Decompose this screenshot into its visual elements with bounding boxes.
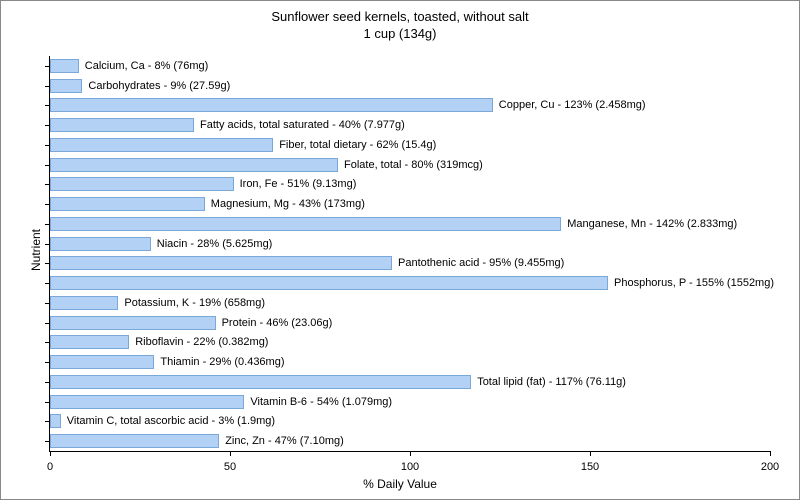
bar (50, 177, 234, 191)
bar (50, 197, 205, 211)
bars-region: Calcium, Ca - 8% (76mg) Carbohydrates - 9… (50, 56, 770, 451)
bar-row: Manganese, Mn - 142% (2.833mg) (50, 217, 770, 231)
bar-label: Protein - 46% (23.06g) (222, 317, 333, 329)
bar (50, 237, 151, 251)
bar (50, 217, 561, 231)
y-tick (45, 224, 50, 225)
bar-label: Magnesium, Mg - 43% (173mg) (211, 198, 365, 210)
bar (50, 355, 154, 369)
bar-row: Niacin - 28% (5.625mg) (50, 237, 770, 251)
y-axis-label: Nutrient (29, 229, 43, 271)
bar-row: Riboflavin - 22% (0.382mg) (50, 335, 770, 349)
title-line-2: 1 cup (134g) (1, 26, 799, 43)
bar-label: Fiber, total dietary - 62% (15.4g) (279, 139, 436, 151)
bar-label: Total lipid (fat) - 117% (76.11g) (477, 376, 626, 388)
y-tick (45, 263, 50, 264)
x-tick (410, 451, 411, 456)
bar-row: Phosphorus, P - 155% (1552mg) (50, 276, 770, 290)
bar-label: Folate, total - 80% (319mcg) (344, 159, 483, 171)
bar-label: Vitamin B-6 - 54% (1.079mg) (250, 396, 392, 408)
bar-row: Iron, Fe - 51% (9.13mg) (50, 177, 770, 191)
x-tick-label: 150 (581, 461, 599, 473)
bar-label: Fatty acids, total saturated - 40% (7.97… (200, 119, 405, 131)
bar (50, 414, 61, 428)
y-tick (45, 342, 50, 343)
bar-row: Calcium, Ca - 8% (76mg) (50, 59, 770, 73)
bar (50, 79, 82, 93)
bar-label: Vitamin C, total ascorbic acid - 3% (1.9… (67, 415, 275, 427)
bar (50, 395, 244, 409)
bar-label: Pantothenic acid - 95% (9.455mg) (398, 257, 564, 269)
y-tick (45, 184, 50, 185)
chart-container: Sunflower seed kernels, toasted, without… (0, 0, 800, 500)
bar-row: Folate, total - 80% (319mcg) (50, 158, 770, 172)
y-tick (45, 105, 50, 106)
bar-row: Zinc, Zn - 47% (7.10mg) (50, 434, 770, 448)
bar-row: Carbohydrates - 9% (27.59g) (50, 79, 770, 93)
y-tick (45, 382, 50, 383)
x-tick-label: 100 (401, 461, 419, 473)
bar (50, 276, 608, 290)
bar-row: Potassium, K - 19% (658mg) (50, 296, 770, 310)
bar (50, 59, 79, 73)
y-tick (45, 283, 50, 284)
y-tick (45, 204, 50, 205)
bar (50, 296, 118, 310)
bar-label: Riboflavin - 22% (0.382mg) (135, 336, 268, 348)
bar (50, 256, 392, 270)
bar-row: Thiamin - 29% (0.436mg) (50, 355, 770, 369)
bar-row: Vitamin B-6 - 54% (1.079mg) (50, 395, 770, 409)
bar-row: Fatty acids, total saturated - 40% (7.97… (50, 118, 770, 132)
bar-label: Zinc, Zn - 47% (7.10mg) (225, 435, 344, 447)
bar-label: Iron, Fe - 51% (9.13mg) (240, 178, 357, 190)
bar-label: Phosphorus, P - 155% (1552mg) (614, 277, 774, 289)
bar-row: Magnesium, Mg - 43% (173mg) (50, 197, 770, 211)
bar (50, 118, 194, 132)
bar-row: Pantothenic acid - 95% (9.455mg) (50, 256, 770, 270)
bar-row: Protein - 46% (23.06g) (50, 316, 770, 330)
plot-area: Calcium, Ca - 8% (76mg) Carbohydrates - 9… (49, 56, 770, 452)
bar-row: Fiber, total dietary - 62% (15.4g) (50, 138, 770, 152)
y-tick (45, 86, 50, 87)
x-tick (50, 451, 51, 456)
bar (50, 158, 338, 172)
bar (50, 434, 219, 448)
y-tick (45, 303, 50, 304)
bar (50, 98, 493, 112)
y-tick (45, 66, 50, 67)
bar (50, 316, 216, 330)
bar-label: Potassium, K - 19% (658mg) (124, 297, 265, 309)
bar-label: Carbohydrates - 9% (27.59g) (88, 80, 230, 92)
bar-label: Copper, Cu - 123% (2.458mg) (499, 99, 646, 111)
y-tick (45, 323, 50, 324)
y-tick (45, 125, 50, 126)
y-tick (45, 421, 50, 422)
bar-row: Vitamin C, total ascorbic acid - 3% (1.9… (50, 414, 770, 428)
title-line-1: Sunflower seed kernels, toasted, without… (1, 9, 799, 26)
bar-label: Niacin - 28% (5.625mg) (157, 238, 273, 250)
bar-label: Calcium, Ca - 8% (76mg) (85, 60, 208, 72)
y-tick (45, 145, 50, 146)
bar-label: Manganese, Mn - 142% (2.833mg) (567, 218, 737, 230)
y-tick (45, 441, 50, 442)
bar (50, 335, 129, 349)
x-tick (230, 451, 231, 456)
x-tick (590, 451, 591, 456)
x-axis-label: % Daily Value (363, 477, 437, 491)
y-tick (45, 165, 50, 166)
bar-row: Copper, Cu - 123% (2.458mg) (50, 98, 770, 112)
bar-label: Thiamin - 29% (0.436mg) (160, 356, 284, 368)
y-tick (45, 362, 50, 363)
x-tick-label: 0 (47, 461, 53, 473)
x-tick (770, 451, 771, 456)
bar-row: Total lipid (fat) - 117% (76.11g) (50, 375, 770, 389)
y-tick (45, 402, 50, 403)
x-tick-label: 200 (761, 461, 779, 473)
chart-title: Sunflower seed kernels, toasted, without… (1, 1, 799, 43)
y-tick (45, 244, 50, 245)
bar (50, 138, 273, 152)
x-tick-label: 50 (224, 461, 236, 473)
bar (50, 375, 471, 389)
